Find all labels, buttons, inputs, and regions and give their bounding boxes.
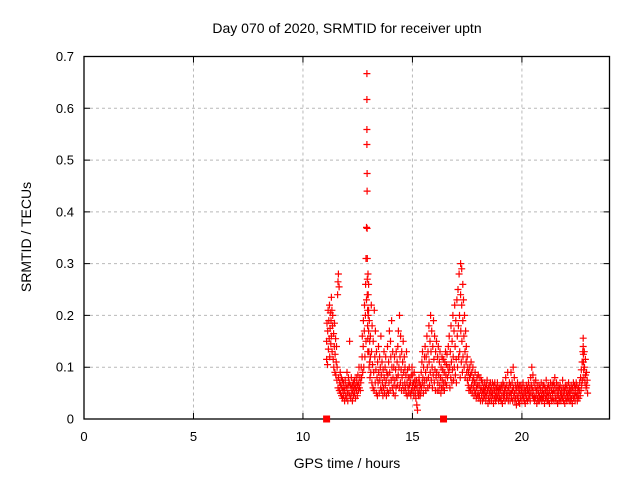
y-tick-label: 0.6 [56, 101, 74, 116]
x-tick-label: 0 [80, 429, 87, 444]
axis-ticks [83, 56, 610, 420]
chart-title: Day 070 of 2020, SRMTID for receiver upt… [212, 20, 482, 36]
axis-flag-marker [440, 415, 448, 423]
axis-flag-marker [323, 415, 331, 423]
x-tick-label: 5 [190, 429, 197, 444]
x-axis-label: GPS time / hours [293, 455, 401, 471]
y-tick-label: 0.4 [56, 204, 74, 219]
y-tick-label: 0.7 [56, 49, 74, 64]
y-tick-label: 0.1 [56, 360, 74, 375]
x-tick-label: 15 [405, 429, 419, 444]
grid-lines [84, 56, 610, 419]
plot-border [83, 55, 611, 420]
y-tick-label: 0.5 [56, 153, 74, 168]
x-tick-label: 10 [296, 429, 310, 444]
y-tick-label: 0.3 [56, 256, 74, 271]
y-tick-label: 0.2 [56, 308, 74, 323]
data-points [323, 70, 592, 414]
x-tick-label: 20 [515, 429, 529, 444]
y-tick-label: 0 [67, 412, 74, 427]
